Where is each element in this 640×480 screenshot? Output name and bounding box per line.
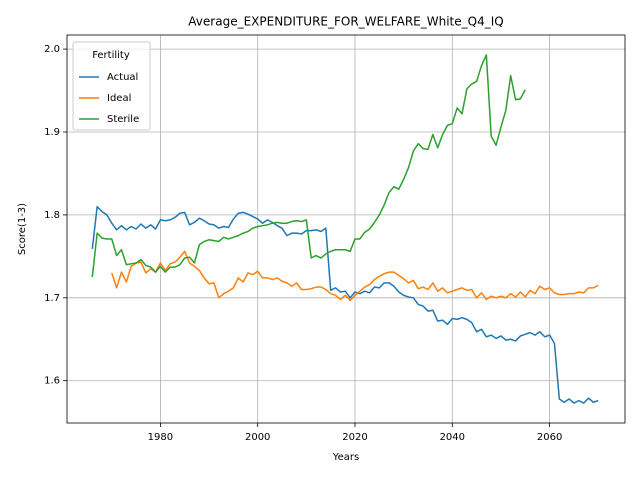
y-axis-label: Score(1-3) bbox=[17, 203, 28, 255]
x-tick-label: 2040 bbox=[440, 432, 465, 443]
legend-label: Actual bbox=[107, 72, 138, 83]
series-line bbox=[91, 205, 599, 404]
y-tick-label: 2.0 bbox=[44, 44, 60, 55]
chart-title: Average_EXPENDITURE_FOR_WELFARE_White_Q4… bbox=[188, 15, 503, 29]
legend-title: Fertility bbox=[92, 50, 130, 61]
y-tick-label: 1.8 bbox=[44, 210, 60, 221]
x-tick-label: 2060 bbox=[537, 432, 562, 443]
x-tick-label: 2020 bbox=[342, 432, 367, 443]
y-tick-label: 1.9 bbox=[44, 127, 60, 138]
legend-box bbox=[72, 41, 151, 131]
x-tick-label: 2000 bbox=[245, 432, 270, 443]
legend-label: Ideal bbox=[107, 93, 131, 104]
x-tick-label: 1980 bbox=[148, 432, 173, 443]
x-axis-label: Years bbox=[332, 452, 359, 463]
series-line bbox=[91, 54, 526, 278]
y-tick-label: 1.7 bbox=[44, 293, 60, 304]
series-line bbox=[111, 250, 599, 302]
y-tick-label: 1.6 bbox=[44, 376, 60, 387]
plot-frame bbox=[66, 34, 626, 424]
legend-label: Sterile bbox=[107, 114, 139, 125]
